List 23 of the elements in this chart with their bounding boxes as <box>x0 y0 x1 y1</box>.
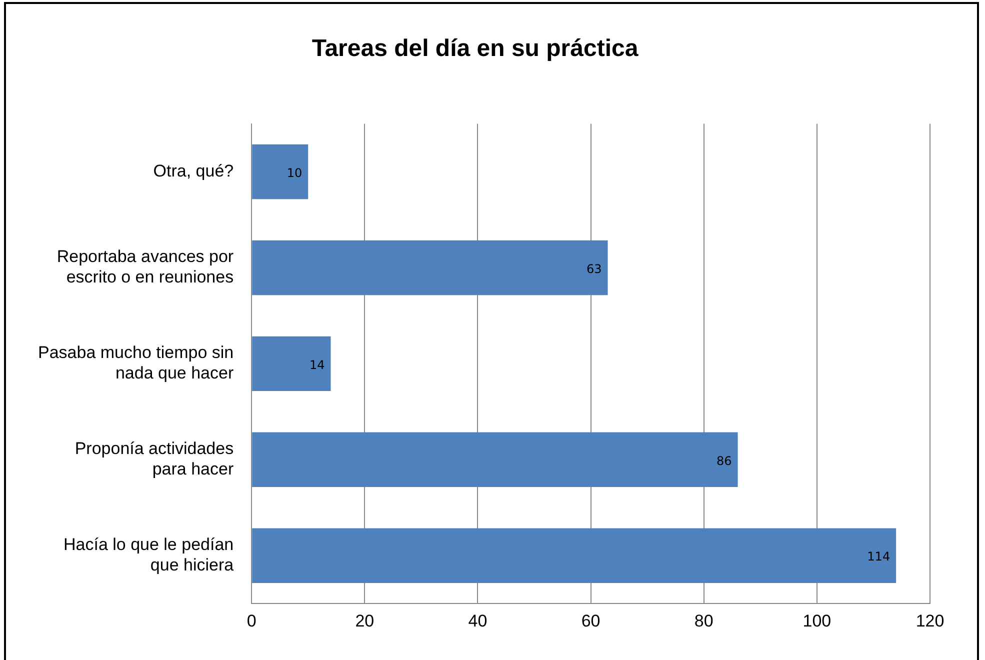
bar <box>252 432 738 488</box>
bar <box>252 144 308 200</box>
data-label: 114 <box>867 550 890 564</box>
x-tick-label: 60 <box>581 611 600 630</box>
x-tick-label: 40 <box>468 611 488 630</box>
data-label: 86 <box>716 454 732 468</box>
bar <box>252 528 896 583</box>
bar <box>252 336 331 392</box>
x-tick-label: 100 <box>802 611 832 630</box>
x-tick-label: 20 <box>355 611 374 630</box>
y-tick-label: Proponía actividades para hacer <box>74 439 234 479</box>
y-tick-label: Hacía lo que le pedían que hiciera <box>63 535 234 575</box>
x-tick-label: 0 <box>246 611 256 630</box>
y-tick-label: Reportaba avances por escrito o en reuniones <box>56 247 234 287</box>
data-label: 14 <box>309 358 325 372</box>
y-tick-label: Pasaba mucho tiempo sin nada que hacer <box>38 343 234 383</box>
data-label: 63 <box>586 262 602 276</box>
bar <box>252 240 608 296</box>
x-tick-label: 80 <box>694 611 714 630</box>
chart-title: Tareas del día en su práctica <box>312 35 639 62</box>
y-tick-label: Otra, qué? <box>153 161 234 180</box>
x-tick-label: 120 <box>916 611 944 630</box>
data-label: 10 <box>286 166 302 180</box>
